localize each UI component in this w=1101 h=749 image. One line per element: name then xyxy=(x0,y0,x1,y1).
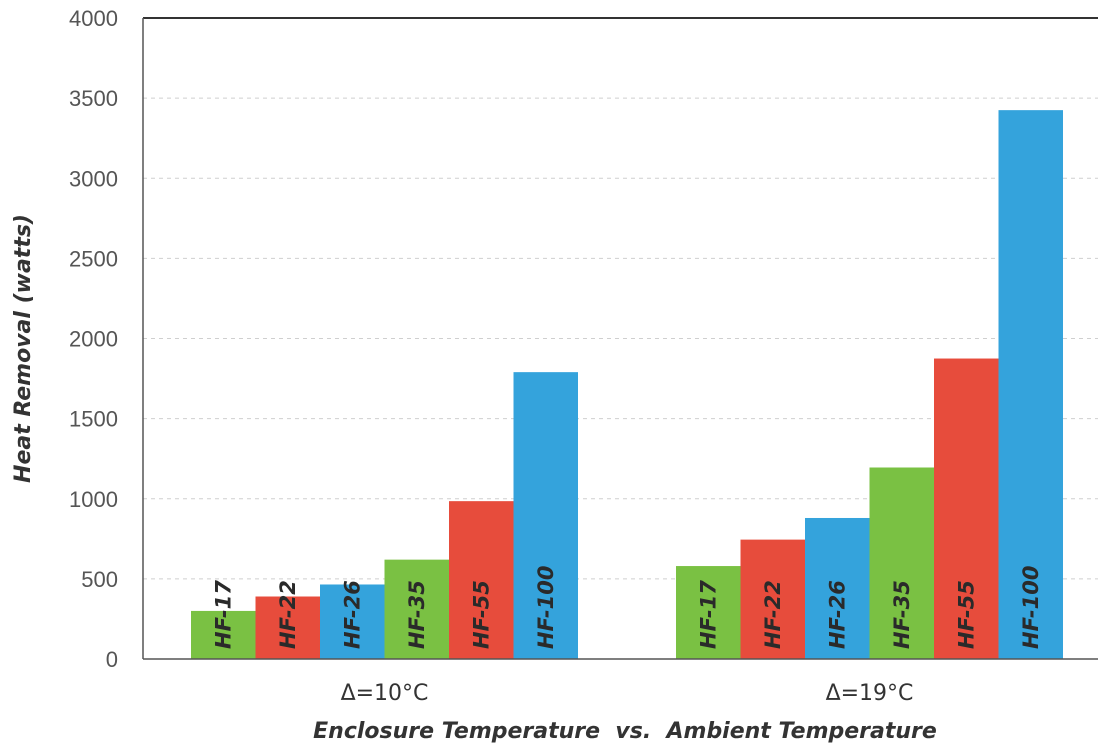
x-axis-title: Enclosure Temperature vs. Ambient Temper… xyxy=(313,719,937,744)
bar-labels: HF-17 HF-22 HF-26 HF-35 HF-55 HF-100 HF-17 HF-2… xyxy=(211,566,1043,649)
bar-hf-35 xyxy=(384,559,449,659)
bar-hf-55 xyxy=(934,358,999,659)
bar-hf-26 xyxy=(320,584,385,659)
y-tick-label: 3500 xyxy=(69,86,118,111)
category-label: Δ=19°C xyxy=(826,681,914,706)
y-tick-label: 500 xyxy=(81,567,118,592)
y-tick-label: 2500 xyxy=(69,246,118,271)
bar-hf-17 xyxy=(191,610,256,659)
bar-hf-26 xyxy=(805,517,870,659)
bars xyxy=(191,110,1063,660)
bar-label: HF-26 xyxy=(825,580,849,649)
bar-label: HF-22 xyxy=(761,580,785,649)
y-tick-label: 1000 xyxy=(69,487,118,512)
bar-label: HF-22 xyxy=(276,580,300,649)
y-tick-label: 3000 xyxy=(69,166,118,191)
y-tick-label: 4000 xyxy=(69,6,118,31)
bar-hf-55 xyxy=(449,501,514,659)
bar-hf-22 xyxy=(255,596,320,659)
y-tick-label: 0 xyxy=(106,647,118,672)
bar-hf-100 xyxy=(998,110,1063,660)
bar-label: HF-100 xyxy=(534,566,558,649)
bar-hf-22 xyxy=(740,539,805,659)
bar-label: HF-26 xyxy=(340,580,364,649)
bar-label: HF-55 xyxy=(469,580,493,649)
bar-label: HF-17 xyxy=(211,580,235,649)
bar-label: HF-35 xyxy=(405,580,429,649)
bar-hf-17 xyxy=(676,566,741,659)
category-label: Δ=10°C xyxy=(341,681,429,706)
y-tick-label: 2000 xyxy=(69,327,118,352)
category-labels: Δ=10°C Δ=19°C xyxy=(341,681,914,706)
bar-hf-35 xyxy=(869,467,934,659)
y-axis-ticks: 0 500 1000 1500 2000 2500 3000 3500 4000 xyxy=(69,6,118,672)
bar-label: HF-35 xyxy=(890,580,914,649)
y-tick-label: 1500 xyxy=(69,407,118,432)
y-axis-title: Heat Removal (watts) xyxy=(11,214,36,483)
bar-hf-100 xyxy=(513,372,578,659)
bar-label: HF-100 xyxy=(1019,566,1043,649)
bar-label: HF-17 xyxy=(696,580,720,649)
bar-label: HF-55 xyxy=(954,580,978,649)
